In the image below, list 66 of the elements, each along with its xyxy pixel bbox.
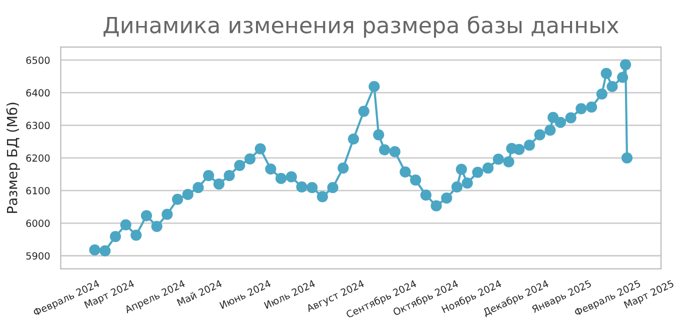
point [254, 143, 266, 154]
point [373, 129, 384, 140]
point [275, 172, 287, 184]
y-axis-title: Размер БД (Мб) [6, 102, 20, 213]
point [368, 80, 380, 92]
point [265, 163, 276, 175]
point [130, 230, 142, 241]
point [456, 164, 467, 175]
y-tick-label: 6500 [26, 56, 50, 64]
y-tick-label: 6400 [26, 89, 50, 97]
point [203, 170, 214, 182]
y-tick-label: 6300 [26, 122, 50, 130]
point [620, 59, 632, 70]
point [234, 160, 246, 171]
point [162, 208, 173, 220]
point [306, 182, 318, 194]
y-tick-label: 6200 [26, 154, 50, 162]
point [482, 162, 494, 174]
point [244, 153, 256, 164]
point [420, 190, 432, 201]
point [400, 166, 411, 178]
point [503, 156, 514, 168]
point [172, 194, 184, 205]
point [554, 116, 566, 128]
point [192, 182, 204, 194]
point [451, 181, 463, 192]
point [441, 192, 452, 204]
point [213, 178, 224, 190]
point [348, 133, 360, 145]
point [621, 152, 633, 164]
point [462, 177, 473, 189]
y-tick-label: 6000 [26, 220, 50, 227]
point [596, 88, 608, 100]
point [296, 181, 308, 192]
point [389, 146, 400, 158]
point [544, 124, 556, 136]
point [576, 103, 587, 114]
point [338, 162, 349, 174]
y-tick-label: 5900 [26, 252, 50, 260]
point [430, 200, 442, 212]
point [617, 72, 628, 83]
point [600, 68, 612, 80]
point [110, 230, 121, 242]
point [120, 219, 132, 230]
point [358, 106, 370, 117]
y-tick-label: 6100 [26, 187, 50, 194]
point [100, 245, 111, 256]
point [524, 140, 535, 151]
point [492, 154, 504, 165]
point [140, 210, 152, 222]
point [182, 188, 194, 200]
point [89, 244, 100, 256]
point [534, 129, 546, 140]
point [378, 144, 390, 156]
point [565, 112, 576, 124]
point [286, 171, 297, 182]
point [410, 174, 422, 186]
point [316, 191, 328, 202]
point [151, 220, 162, 232]
point [586, 101, 598, 113]
point [224, 170, 235, 182]
point [327, 182, 338, 194]
point [606, 80, 618, 92]
point [472, 166, 484, 178]
point [514, 144, 525, 155]
chart-title: Динамика изменения размера базы данных [104, 16, 619, 38]
